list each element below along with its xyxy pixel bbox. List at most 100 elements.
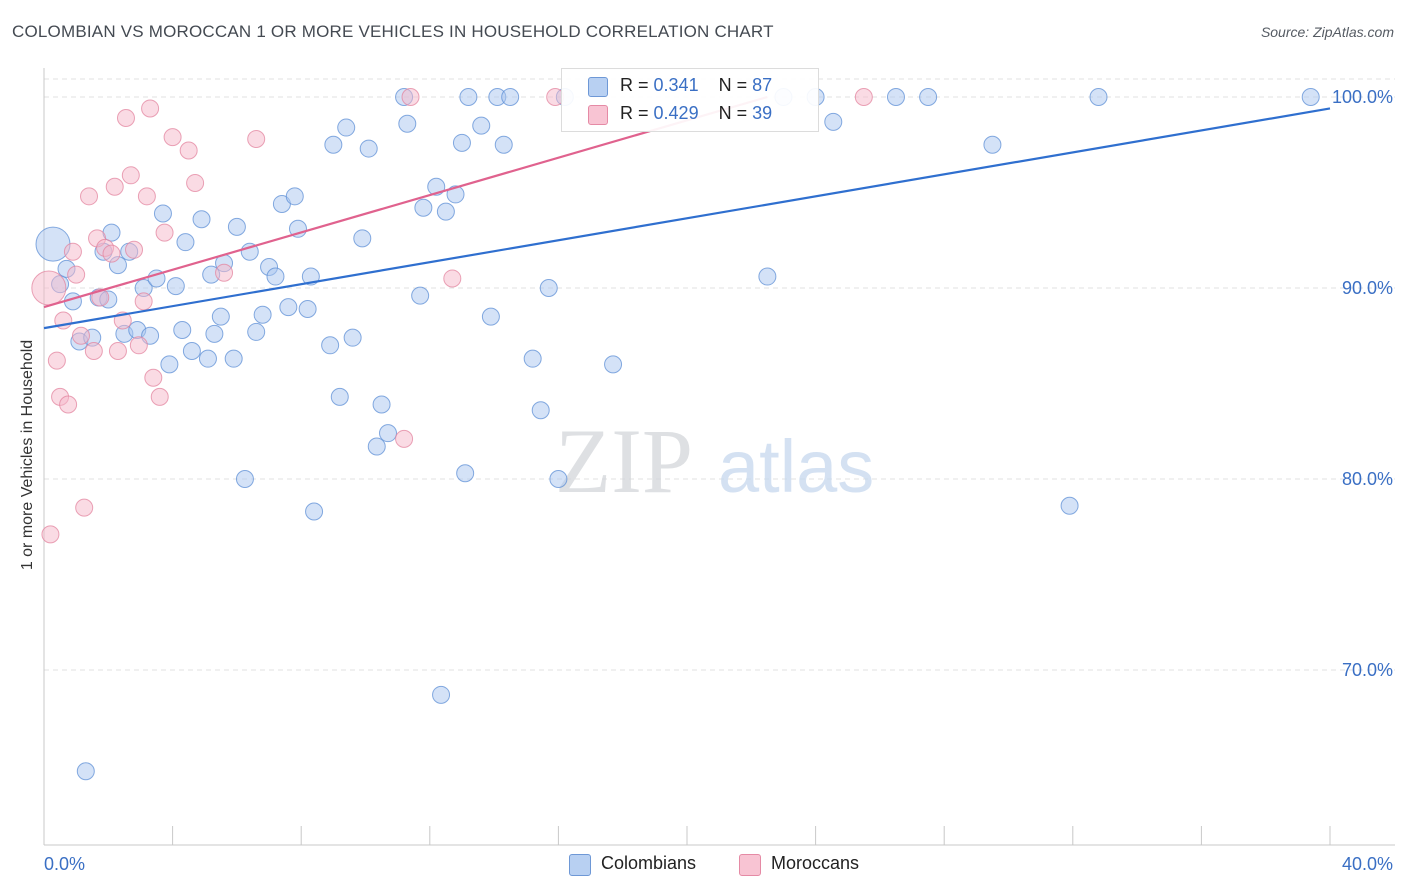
- colombian-point: [266, 267, 285, 286]
- colombian-point: [182, 342, 201, 361]
- colombian-point: [367, 437, 386, 456]
- y-tick-label: 80.0%: [1342, 469, 1393, 489]
- colombian-point: [379, 424, 398, 443]
- colombian-point: [76, 762, 95, 781]
- moroccan-point: [247, 130, 266, 149]
- moroccan-point: [155, 223, 174, 242]
- colombian-point: [372, 395, 391, 414]
- moroccan-point: [401, 88, 420, 106]
- moroccan-point: [125, 240, 144, 259]
- colombian-point: [35, 226, 71, 262]
- colombian-point: [279, 298, 298, 317]
- n-label: N =: [718, 75, 748, 95]
- colombian-point: [253, 305, 272, 324]
- n-label: N =: [718, 103, 748, 123]
- moroccan-point: [75, 498, 94, 517]
- colombian-point: [549, 470, 568, 488]
- colombian-point: [321, 336, 340, 355]
- colombian-point: [305, 502, 324, 521]
- data-points: [31, 88, 1320, 781]
- moroccan-point: [179, 141, 198, 160]
- moroccan-point: [71, 326, 90, 345]
- moroccan-point: [144, 368, 163, 387]
- colombian-point: [153, 204, 172, 223]
- moroccan-point: [47, 351, 66, 370]
- r-label: R =: [620, 103, 649, 123]
- chart-title: COLOMBIAN VS MOROCCAN 1 OR MORE VEHICLES…: [12, 22, 774, 41]
- legend-text-moroccans: R = 0.429 N = 39: [620, 103, 772, 124]
- moroccan-point: [80, 187, 99, 206]
- moroccan-point: [129, 336, 148, 355]
- colombian-point: [919, 88, 938, 106]
- legend-swatch-pink: [588, 105, 608, 125]
- r-value: 0.341: [653, 75, 699, 95]
- moroccan-point: [102, 244, 121, 263]
- r-label: R =: [620, 75, 649, 95]
- moroccan-point: [116, 109, 135, 128]
- colombian-point: [235, 470, 254, 488]
- moroccan-point: [186, 173, 205, 192]
- moroccan-point: [84, 342, 103, 361]
- legend-swatch-blue: [588, 77, 608, 97]
- colombian-point: [411, 286, 430, 305]
- colombian-point: [359, 139, 378, 158]
- colombian-point: [398, 114, 417, 133]
- colombian-point: [432, 685, 451, 704]
- colombian-point: [824, 112, 843, 131]
- colombian-point: [539, 279, 558, 297]
- colombian-point: [353, 229, 372, 248]
- colombian-point: [494, 135, 513, 154]
- y-tick-label: 70.0%: [1342, 660, 1393, 680]
- moroccan-point: [91, 288, 110, 307]
- colombian-point: [247, 322, 266, 341]
- colombian-point: [501, 88, 520, 106]
- colombian-point: [298, 300, 317, 319]
- watermark-atlas: atlas: [718, 425, 874, 508]
- tick-labels: 100.0% 90.0% 80.0% 70.0% 0.0% 40.0%: [44, 87, 1393, 874]
- colombian-point: [324, 135, 343, 154]
- colombian-trend-line: [43, 107, 1331, 330]
- n-value: 87: [752, 75, 773, 95]
- colombian-point: [456, 464, 475, 483]
- colombian-point: [459, 88, 478, 106]
- stats-legend: R = 0.341 N = 87 R = 0.429 N = 39: [561, 68, 819, 132]
- moroccan-point: [31, 270, 67, 306]
- r-value: 0.429: [653, 103, 699, 123]
- colombian-point: [531, 401, 550, 420]
- colombian-point: [983, 135, 1002, 154]
- trend-lines: [43, 95, 1331, 330]
- colombian-point: [452, 133, 471, 152]
- colombian-point: [436, 202, 455, 221]
- moroccan-trend-line: [43, 95, 768, 309]
- colombian-point: [211, 307, 230, 326]
- colombian-point: [337, 118, 356, 137]
- legend-label-colombians: Colombians: [601, 853, 697, 873]
- moroccan-point: [215, 263, 234, 282]
- colombian-point: [227, 217, 246, 236]
- moroccan-point: [137, 187, 156, 206]
- moroccan-point: [67, 265, 86, 284]
- colombian-point: [446, 185, 465, 204]
- moroccan-point: [395, 429, 414, 448]
- source-label: Source: ZipAtlas.com: [1260, 24, 1394, 40]
- colombian-point: [1089, 88, 1108, 106]
- colombian-point: [604, 355, 623, 374]
- moroccan-point: [63, 242, 82, 261]
- moroccan-point: [163, 128, 182, 147]
- moroccan-point: [121, 166, 140, 185]
- legend-text-colombians: R = 0.341 N = 87: [620, 75, 772, 96]
- colombian-point: [523, 349, 542, 368]
- colombian-point: [285, 187, 304, 206]
- axes: [43, 68, 1395, 846]
- moroccan-point: [59, 395, 78, 414]
- y-tick-label: 100.0%: [1332, 87, 1393, 107]
- x-tick-label-max: 40.0%: [1342, 854, 1393, 874]
- colombian-point: [224, 349, 243, 368]
- colombian-point: [1060, 496, 1079, 515]
- moroccan-point: [134, 292, 153, 311]
- colombian-point: [176, 233, 195, 252]
- moroccan-point: [108, 342, 127, 361]
- colombian-point: [166, 277, 185, 296]
- moroccan-point: [443, 269, 462, 288]
